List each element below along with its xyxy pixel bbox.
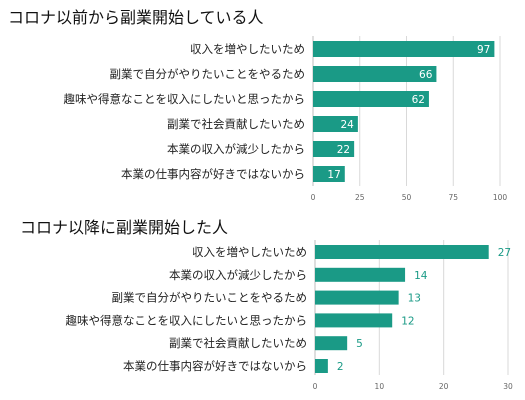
category-label: 本業の収入が減少したから	[167, 142, 305, 156]
value-label: 2	[337, 361, 344, 373]
x-tick-label: 0	[311, 193, 316, 202]
category-label: 収入を増やしたいため	[190, 42, 305, 56]
value-label: 62	[412, 94, 425, 106]
chart-title: コロナ以降に副業開始した人	[20, 218, 228, 237]
value-label: 5	[356, 338, 363, 350]
value-label: 12	[401, 315, 414, 327]
value-label: 22	[337, 144, 350, 156]
bar	[315, 336, 348, 351]
category-label: 副業で自分がやりたいことをやるため	[110, 67, 306, 81]
category-label: 本業の仕事内容が好きではないから	[121, 167, 305, 181]
value-label: 66	[419, 69, 433, 81]
x-tick-label: 30	[503, 382, 513, 391]
value-label: 27	[498, 247, 511, 259]
category-label: 本業の収入が減少したから	[169, 268, 307, 282]
bar	[315, 267, 406, 282]
category-label: 収入を増やしたいため	[192, 245, 307, 259]
value-label: 17	[327, 169, 340, 181]
x-tick-label: 75	[448, 193, 458, 202]
category-label: 趣味や得意なことを収入にしたいと思ったから	[64, 92, 306, 106]
bar	[315, 290, 399, 305]
chart-2: コロナ以降に副業開始した人 0 10 20 30 収入を増やしたいため 27 本業の収入が減少…	[20, 218, 513, 391]
chart-title: コロナ以前から副業開始している人	[8, 8, 264, 27]
value-label: 97	[477, 44, 490, 56]
bar	[315, 313, 393, 328]
category-label: 趣味や得意なことを収入にしたいと思ったから	[66, 313, 308, 327]
category-label: 本業の仕事内容が好きではないから	[123, 359, 307, 373]
bar	[315, 245, 489, 259]
bar	[313, 116, 358, 132]
category-label: 副業で自分がやりたいことをやるため	[112, 291, 308, 305]
value-label: 14	[414, 270, 428, 282]
value-label: 13	[408, 293, 421, 305]
chart-1: コロナ以前から副業開始している人 0 25 50 75 100 収入を増やしたいため 97 副業…	[8, 8, 507, 202]
category-label: 副業で社会貢献したいため	[169, 336, 307, 350]
bar	[313, 141, 355, 157]
x-tick-label: 20	[439, 382, 449, 391]
bar	[313, 91, 429, 107]
bar	[313, 166, 345, 182]
bar	[315, 359, 328, 373]
x-tick-label: 0	[313, 382, 318, 391]
category-label: 副業で社会貢献したいため	[167, 117, 305, 131]
x-tick-label: 50	[402, 193, 412, 202]
x-tick-label: 10	[375, 382, 385, 391]
x-tick-label: 25	[355, 193, 365, 202]
value-label: 24	[341, 119, 355, 131]
bar	[313, 66, 437, 82]
bar	[313, 41, 495, 57]
x-tick-label: 100	[493, 193, 508, 202]
